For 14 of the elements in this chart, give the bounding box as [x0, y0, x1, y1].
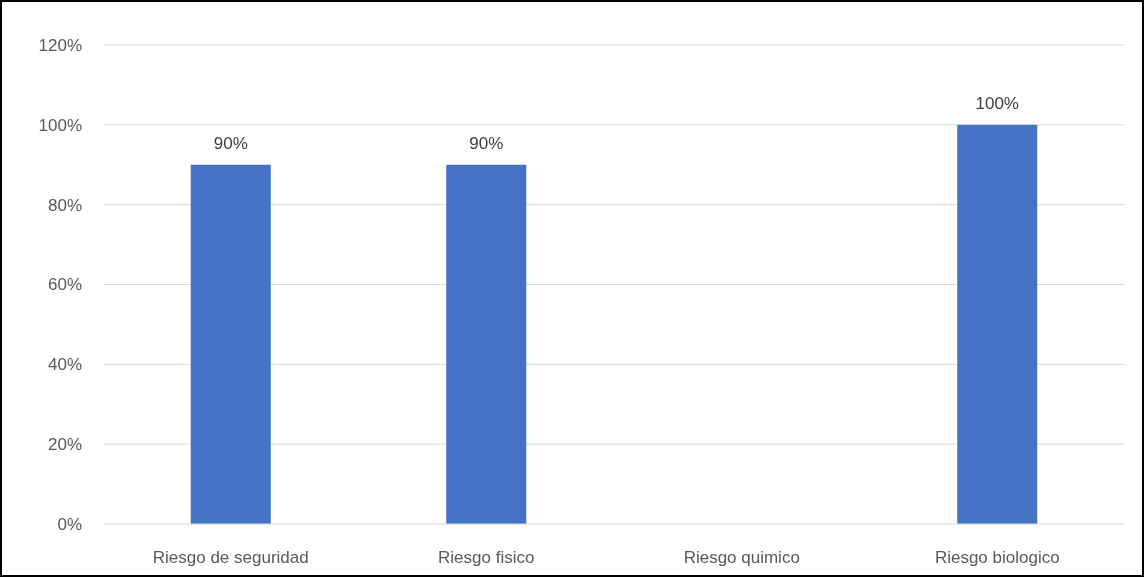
x-tick-label: Riesgo quimico: [683, 547, 800, 567]
data-label: 90%: [469, 133, 504, 153]
y-tick-label: 20%: [47, 435, 82, 455]
data-label: 90%: [213, 133, 248, 153]
x-tick-label: Riesgo biologico: [934, 547, 1060, 567]
y-tick-label: 100%: [38, 115, 82, 135]
data-label: 100%: [975, 93, 1019, 113]
y-tick-label: 40%: [47, 355, 82, 375]
y-tick-label: 0%: [57, 514, 82, 534]
y-tick-label: 80%: [47, 195, 82, 215]
x-tick-label: Riesgo fisico: [438, 547, 535, 567]
y-tick-label: 60%: [47, 275, 82, 295]
y-tick-label: 120%: [38, 35, 82, 55]
x-tick-label: Riesgo de seguridad: [152, 547, 309, 567]
